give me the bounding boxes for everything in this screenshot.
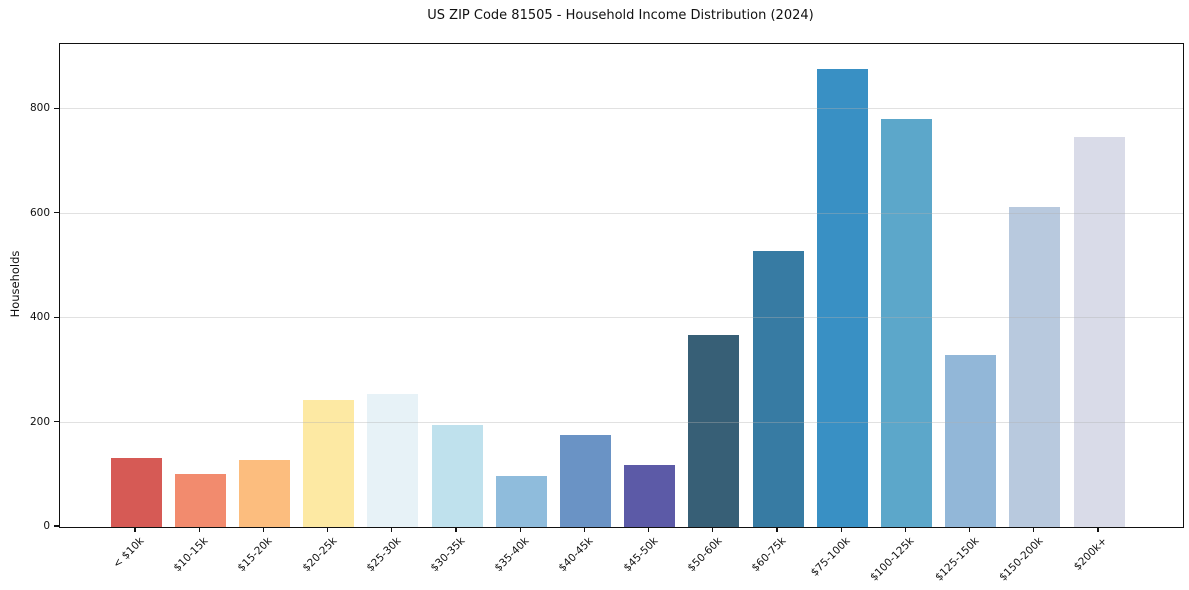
bar-$60-75k bbox=[752, 250, 804, 527]
gridline-800 bbox=[60, 108, 1183, 110]
gridline-600 bbox=[60, 212, 1183, 214]
x-tick-mark-$125-150k bbox=[968, 527, 971, 533]
x-tick-mark-$30-35k bbox=[455, 527, 457, 533]
y-tick-label-800: 800 bbox=[29, 102, 50, 115]
x-tick-mark-$25-30k bbox=[391, 527, 393, 533]
x-tick-label-< $10k: < $10k bbox=[110, 535, 147, 571]
bar-$20-25k bbox=[303, 400, 355, 527]
x-tick-mark-$15-20k bbox=[262, 527, 265, 533]
x-tick-mark-$35-40k bbox=[519, 527, 521, 533]
chart-title: US ZIP Code 81505 - Household Income Dis… bbox=[427, 8, 814, 23]
bar-$25-30k bbox=[367, 394, 419, 527]
y-tick-label-0: 0 bbox=[43, 520, 50, 532]
y-tick-label-200: 200 bbox=[29, 415, 50, 428]
bar-< $10k bbox=[110, 457, 162, 527]
y-tick-mark-200 bbox=[54, 420, 59, 423]
x-tick-mark-$20-25k bbox=[326, 527, 329, 533]
gridline-200 bbox=[60, 421, 1183, 423]
bar-$45-50k bbox=[624, 465, 676, 527]
y-axis-label: Households bbox=[8, 250, 22, 318]
bar-$30-35k bbox=[431, 424, 483, 527]
plot-area bbox=[59, 43, 1184, 528]
bar-$35-40k bbox=[495, 475, 547, 527]
x-tick-mark-$150-200k bbox=[1033, 527, 1035, 533]
y-tick-mark-600 bbox=[54, 212, 59, 214]
gridline-400 bbox=[60, 317, 1183, 319]
bar-$10-15k bbox=[174, 473, 226, 527]
x-tick-mark-$200k+ bbox=[1097, 527, 1099, 533]
x-tick-mark-$50-60k bbox=[712, 527, 714, 533]
bar-$125-150k bbox=[945, 354, 997, 527]
bar-$15-20k bbox=[238, 459, 290, 527]
bar-$100-125k bbox=[880, 119, 932, 527]
y-tick-mark-0 bbox=[54, 525, 59, 527]
x-tick-mark-< $10k bbox=[134, 527, 136, 533]
x-tick-mark-$45-50k bbox=[647, 527, 650, 533]
x-tick-mark-$100-125k bbox=[904, 527, 907, 533]
x-tick-mark-$10-15k bbox=[198, 527, 200, 533]
bar-$75-100k bbox=[816, 68, 868, 527]
x-tick-mark-$40-45k bbox=[583, 527, 586, 533]
y-tick-mark-800 bbox=[54, 107, 59, 109]
y-tick-label-600: 600 bbox=[29, 206, 50, 219]
y-tick-label-400: 400 bbox=[29, 311, 50, 324]
y-tick-mark-400 bbox=[54, 316, 59, 318]
bar-$150-200k bbox=[1009, 206, 1061, 527]
bar-$50-60k bbox=[688, 334, 740, 527]
bar-$40-45k bbox=[559, 434, 611, 527]
bar-$200k+ bbox=[1073, 137, 1125, 527]
x-tick-mark-$75-100k bbox=[840, 527, 842, 533]
x-tick-mark-$60-75k bbox=[776, 527, 778, 533]
